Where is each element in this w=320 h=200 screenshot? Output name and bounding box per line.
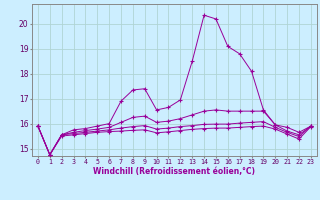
- X-axis label: Windchill (Refroidissement éolien,°C): Windchill (Refroidissement éolien,°C): [93, 167, 255, 176]
